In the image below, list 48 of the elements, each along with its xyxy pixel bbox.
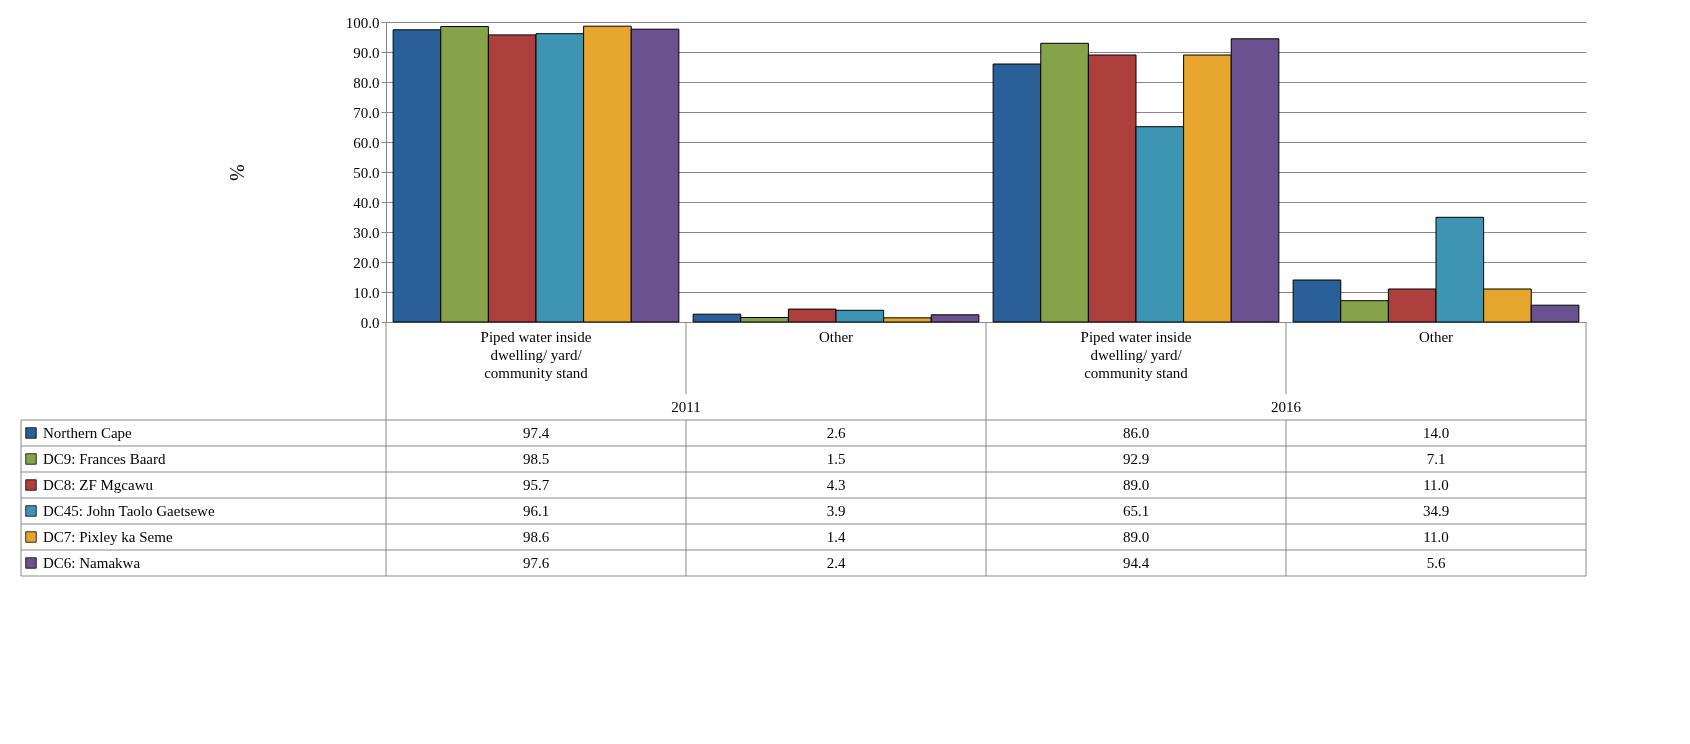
legend-label: DC7: Pixley ka Seme: [43, 529, 173, 545]
data-label: 1.5: [826, 451, 846, 467]
y-tick-label: 40.0: [353, 194, 380, 211]
y-tick-label: 0.0: [360, 314, 380, 331]
y-tick-label: 50.0: [353, 164, 380, 181]
data-label: 94.4: [1122, 555, 1150, 571]
y-tick-label: 10.0: [353, 284, 380, 301]
data-label: 2.4: [826, 555, 846, 571]
data-label: 92.9: [1122, 451, 1150, 467]
text: 2016: [1271, 399, 1302, 415]
legend-label: DC45: John Taolo Gaetsewe: [43, 503, 215, 519]
data-label: 96.1: [522, 503, 550, 519]
data-label: 11.0: [1423, 529, 1449, 545]
data-label: 7.1: [1426, 451, 1446, 467]
x-tick-label: Other: [1418, 329, 1454, 345]
y-tick-label: 70.0: [353, 104, 380, 121]
data-label: 97.4: [522, 425, 550, 441]
data-label: 14.0: [1422, 425, 1450, 441]
data-label: 86.0: [1122, 425, 1150, 441]
data-label: 98.6: [522, 529, 550, 545]
text: 2011: [671, 399, 701, 415]
data-label: 34.9: [1422, 503, 1450, 519]
legend-label: DC9: Frances Baard: [43, 451, 166, 467]
x-tick-label: Piped water inside dwelling/ yard/ community stand: [1080, 329, 1192, 381]
data-label: 89.0: [1122, 477, 1150, 493]
data-label: 11.0: [1423, 477, 1449, 493]
y-tick-label: 30.0: [353, 224, 380, 241]
y-tick-label: 60.0: [353, 134, 380, 151]
y-tick-label: 90.0: [353, 44, 380, 61]
legend-label: DC8: ZF Mgcawu: [43, 477, 154, 493]
data-label: 5.6: [1426, 555, 1446, 571]
y-tick-label: 80.0: [353, 74, 380, 91]
data-label: 98.5: [522, 451, 550, 467]
data-label: 1.4: [826, 529, 846, 545]
data-label: 3.9: [826, 503, 846, 519]
x-tick-label: Other: [818, 329, 854, 345]
data-label: 89.0: [1122, 529, 1150, 545]
data-label: 4.3: [826, 477, 846, 493]
data-label: 2.6: [826, 425, 846, 441]
legend-label: DC6: Namakwa: [43, 555, 141, 571]
y-tick-label: 20.0: [353, 254, 380, 271]
data-label: 65.1: [1122, 503, 1150, 519]
x-tick-label: Piped water inside dwelling/ yard/ community stand: [480, 329, 592, 381]
y-axis-title: %: [225, 164, 248, 181]
legend-label: Northern Cape: [43, 425, 133, 441]
data-label: 95.7: [522, 477, 550, 493]
y-tick-label: 100.0: [345, 14, 380, 31]
data-label: 97.6: [522, 555, 550, 571]
